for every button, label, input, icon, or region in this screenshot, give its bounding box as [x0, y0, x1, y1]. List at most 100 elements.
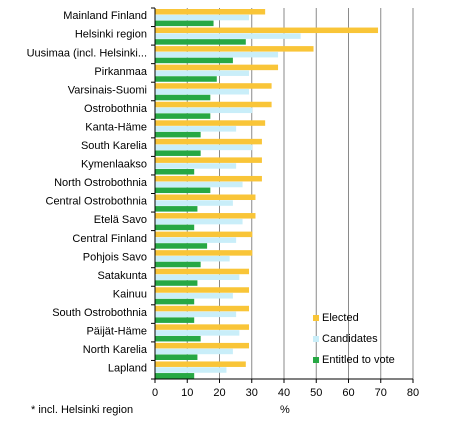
- category-label: Lapland: [108, 363, 147, 375]
- bar-group: [155, 101, 272, 119]
- bar-group: [155, 157, 262, 175]
- category-label: Central Finland: [72, 233, 147, 245]
- bar-group: [155, 175, 262, 194]
- bar-group: [155, 342, 250, 360]
- bar-elected: [155, 9, 266, 15]
- axes: [151, 7, 414, 383]
- bar-group: [155, 46, 314, 64]
- bar-candidates: [155, 255, 230, 262]
- bar-entitled-to-vote: [155, 20, 214, 27]
- bar-entitled-to-vote: [155, 243, 208, 249]
- bar-elected: [155, 64, 279, 71]
- x-tick-label: 10: [181, 387, 193, 399]
- bar-elected: [155, 324, 250, 330]
- category-label: Ostrobothnia: [84, 103, 148, 115]
- legend-swatch-elected: [313, 315, 319, 321]
- bar-entitled-to-vote: [155, 280, 198, 286]
- bar-candidates: [155, 14, 250, 21]
- bar-elected: [155, 120, 266, 126]
- bars: [155, 9, 379, 379]
- bar-elected: [155, 157, 262, 163]
- legend-label-entitled-to-vote: Entitled to vote: [322, 354, 395, 366]
- category-label: Etelä Savo: [94, 214, 147, 226]
- bar-candidates: [155, 293, 233, 299]
- legend-swatch-entitled-to-vote: [313, 357, 319, 363]
- x-tick-label: 60: [342, 387, 354, 399]
- bar-candidates: [155, 311, 237, 318]
- x-tick-label: 80: [407, 387, 419, 399]
- bar-group: [155, 213, 256, 231]
- bar-group: [155, 83, 272, 101]
- bar-candidates: [155, 348, 233, 355]
- bar-entitled-to-vote: [155, 113, 211, 119]
- legend-label-candidates: Candidates: [322, 333, 378, 345]
- category-label: North Ostrobothnia: [54, 177, 148, 189]
- bar-candidates: [155, 181, 243, 188]
- bar-entitled-to-vote: [155, 187, 211, 194]
- bar-elected: [155, 250, 253, 256]
- category-label: Kanta-Häme: [85, 121, 147, 133]
- bar-entitled-to-vote: [155, 57, 233, 64]
- bar-candidates: [155, 163, 237, 169]
- bar-elected: [155, 213, 256, 219]
- bar-elected: [155, 46, 314, 52]
- bar-entitled-to-vote: [155, 169, 195, 175]
- bar-elected: [155, 287, 250, 293]
- bar-group: [155, 361, 246, 379]
- bar-entitled-to-vote: [155, 317, 195, 323]
- legend-label-elected: Elected: [322, 312, 359, 324]
- bar-elected: [155, 27, 379, 34]
- category-label: Pohjois Savo: [83, 251, 147, 263]
- x-axis-label: %: [280, 404, 290, 416]
- category-label: Central Ostrobothnia: [46, 196, 148, 208]
- category-label: South Karelia: [81, 140, 148, 152]
- bar-entitled-to-vote: [155, 261, 201, 268]
- category-label: Mainland Finland: [63, 10, 147, 22]
- category-labels: Mainland Finland Helsinki region Uusimaa (…: [27, 10, 148, 374]
- bar-entitled-to-vote: [155, 354, 198, 360]
- x-tick-label: 40: [278, 387, 290, 399]
- bar-candidates: [155, 144, 253, 151]
- bar-elected: [155, 361, 246, 367]
- bar-entitled-to-vote: [155, 298, 195, 305]
- bar-elected: [155, 101, 272, 108]
- bar-candidates: [155, 218, 243, 225]
- bar-candidates: [155, 237, 237, 243]
- bar-elected: [155, 194, 256, 200]
- bar-entitled-to-vote: [155, 373, 195, 379]
- bar-elected: [155, 305, 250, 312]
- bar-group: [155, 287, 250, 305]
- bar-group: [155, 194, 256, 212]
- bar-candidates: [155, 89, 250, 95]
- bar-candidates: [155, 274, 240, 280]
- bar-group: [155, 231, 253, 249]
- bar-elected: [155, 268, 250, 275]
- bar-group: [155, 27, 379, 45]
- bar-entitled-to-vote: [155, 206, 198, 212]
- bar-group: [155, 64, 279, 82]
- gridlines: [186, 8, 414, 379]
- footnote: * incl. Helsinki region: [31, 404, 134, 416]
- category-label: Kainuu: [113, 288, 147, 300]
- bar-entitled-to-vote: [155, 335, 201, 342]
- bar-entitled-to-vote: [155, 39, 246, 45]
- bar-elected: [155, 83, 272, 89]
- bar-elected: [155, 342, 250, 349]
- x-tick-label: 50: [310, 387, 322, 399]
- x-tick-labels: 0 10 20 30 40 50 60 70 80: [152, 387, 419, 399]
- category-label: South Ostrobothnia: [52, 307, 148, 319]
- bar-candidates: [155, 200, 233, 206]
- bar-candidates: [155, 330, 240, 336]
- x-tick-label: 0: [152, 387, 158, 399]
- bar-group: [155, 324, 250, 342]
- bar-candidates: [155, 107, 253, 114]
- x-tick-label: 30: [246, 387, 258, 399]
- x-tick-label: 70: [375, 387, 387, 399]
- bar-group: [155, 305, 250, 323]
- bar-group: [155, 120, 266, 138]
- bar-entitled-to-vote: [155, 76, 217, 82]
- bar-entitled-to-vote: [155, 131, 201, 138]
- legend: Elected Candidates Entitled to vote: [313, 312, 395, 366]
- bar-candidates: [155, 51, 279, 58]
- bar-candidates: [155, 33, 301, 39]
